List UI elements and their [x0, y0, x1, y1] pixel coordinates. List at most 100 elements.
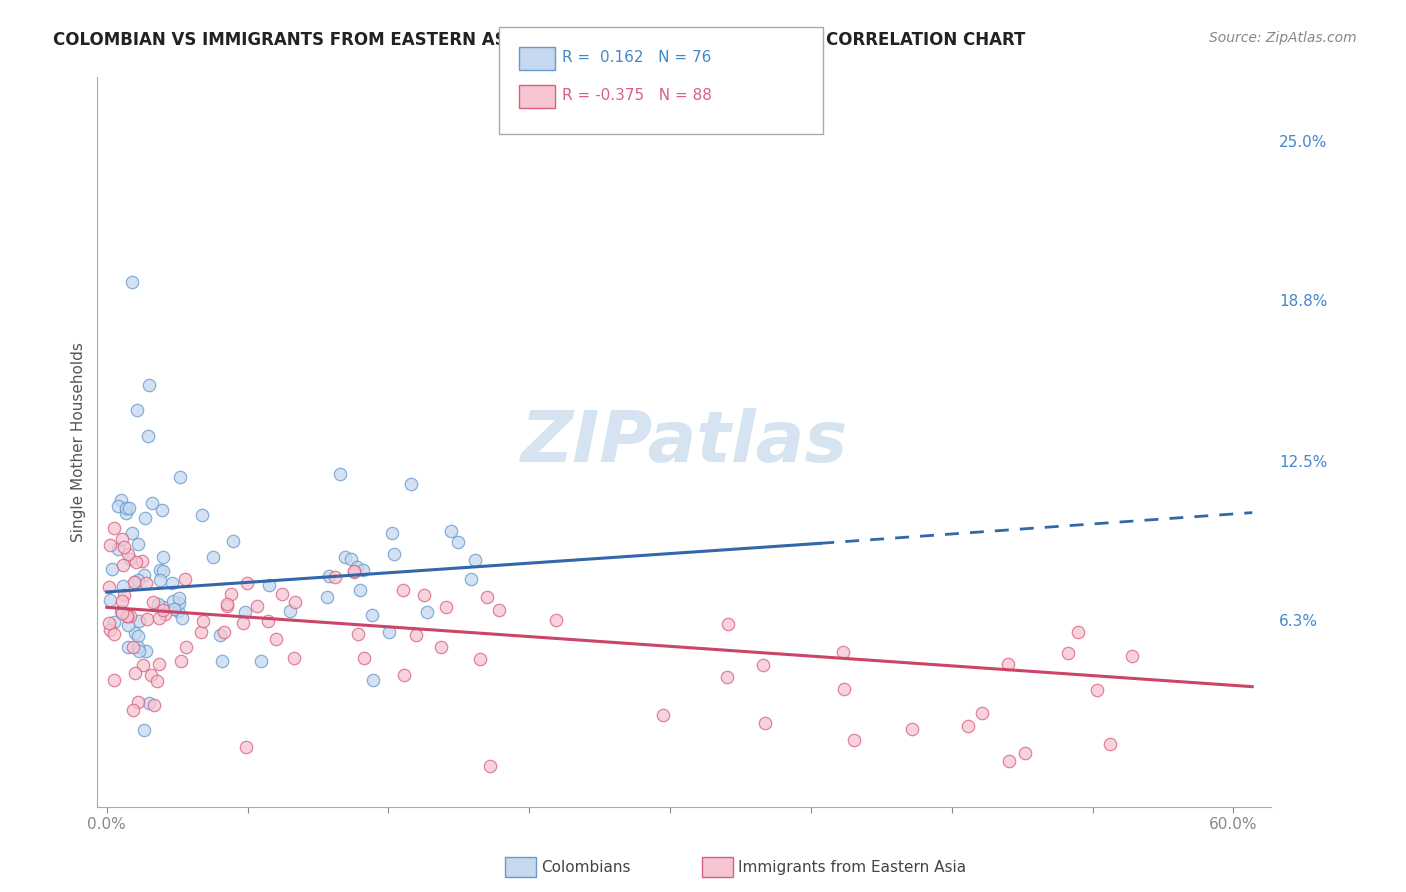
Point — [160, 576, 183, 591]
Point — [754, 716, 776, 731]
Point — [127, 629, 149, 643]
Point — [447, 535, 470, 549]
Point — [335, 550, 357, 565]
Point — [162, 594, 184, 608]
Point — [651, 708, 673, 723]
Point — [149, 574, 172, 588]
Point — [117, 547, 139, 561]
Point — [222, 533, 245, 548]
Point — [103, 615, 125, 630]
Point — [343, 566, 366, 580]
Point — [970, 706, 993, 720]
Point — [111, 558, 134, 572]
Point — [120, 609, 142, 624]
Point — [470, 652, 492, 666]
Point — [235, 606, 257, 620]
Point — [832, 682, 855, 697]
Point — [236, 575, 259, 590]
Point — [900, 723, 922, 737]
Point — [382, 547, 405, 561]
Point — [169, 595, 191, 609]
Point — [172, 611, 194, 625]
Point — [120, 552, 142, 566]
Point — [1085, 683, 1108, 698]
Point — [217, 599, 239, 614]
Point — [142, 698, 165, 712]
Point — [169, 469, 191, 483]
Point — [128, 640, 150, 655]
Point — [352, 563, 374, 577]
Point — [378, 624, 401, 639]
Point — [111, 594, 134, 608]
Point — [124, 665, 146, 680]
Point — [148, 597, 170, 611]
Point — [202, 549, 225, 564]
Point — [405, 628, 427, 642]
Point — [103, 520, 125, 534]
Point — [1067, 625, 1090, 640]
Text: Colombians: Colombians — [541, 860, 631, 874]
Point — [121, 640, 143, 654]
Point — [997, 657, 1019, 672]
Point — [347, 627, 370, 641]
Point — [249, 654, 271, 668]
Point — [167, 591, 190, 605]
Point — [135, 644, 157, 658]
Point — [323, 570, 346, 584]
Point — [114, 500, 136, 515]
Point — [998, 754, 1021, 768]
Point — [716, 616, 738, 631]
Point — [163, 602, 186, 616]
Point — [112, 541, 135, 555]
Point — [103, 673, 125, 687]
Point — [111, 578, 134, 592]
Point — [271, 587, 294, 601]
Point — [118, 501, 141, 516]
Point — [191, 614, 214, 628]
Point — [138, 377, 160, 392]
Point — [329, 467, 352, 482]
Point — [232, 616, 254, 631]
Text: Immigrants from Eastern Asia: Immigrants from Eastern Asia — [738, 860, 966, 874]
Point — [832, 645, 855, 659]
Point — [343, 564, 366, 578]
Point — [100, 624, 122, 638]
Point — [412, 588, 434, 602]
Point — [488, 603, 510, 617]
Point — [98, 592, 121, 607]
Point — [136, 429, 159, 443]
Point — [124, 574, 146, 589]
Point — [97, 580, 120, 594]
Point — [132, 568, 155, 582]
Point — [219, 587, 242, 601]
Point — [174, 572, 197, 586]
Text: R =  0.162   N = 76: R = 0.162 N = 76 — [562, 51, 711, 65]
Point — [124, 625, 146, 640]
Point — [217, 597, 239, 611]
Point — [381, 525, 404, 540]
Point — [1121, 648, 1143, 663]
Point — [284, 595, 307, 609]
Point — [112, 588, 135, 602]
Point — [340, 552, 363, 566]
Point — [430, 640, 453, 655]
Point — [111, 532, 134, 546]
Point — [212, 624, 235, 639]
Point — [257, 615, 280, 629]
Point — [235, 739, 257, 754]
Point — [152, 564, 174, 578]
Point — [135, 575, 157, 590]
Point — [361, 673, 384, 687]
Text: Source: ZipAtlas.com: Source: ZipAtlas.com — [1209, 31, 1357, 45]
Point — [125, 556, 148, 570]
Point — [415, 605, 437, 619]
Point — [318, 568, 340, 582]
Point — [141, 496, 163, 510]
Point — [134, 511, 156, 525]
Point — [149, 563, 172, 577]
Point — [128, 644, 150, 658]
Point — [127, 537, 149, 551]
Point — [101, 562, 124, 576]
Point — [434, 599, 457, 614]
Point — [97, 615, 120, 630]
